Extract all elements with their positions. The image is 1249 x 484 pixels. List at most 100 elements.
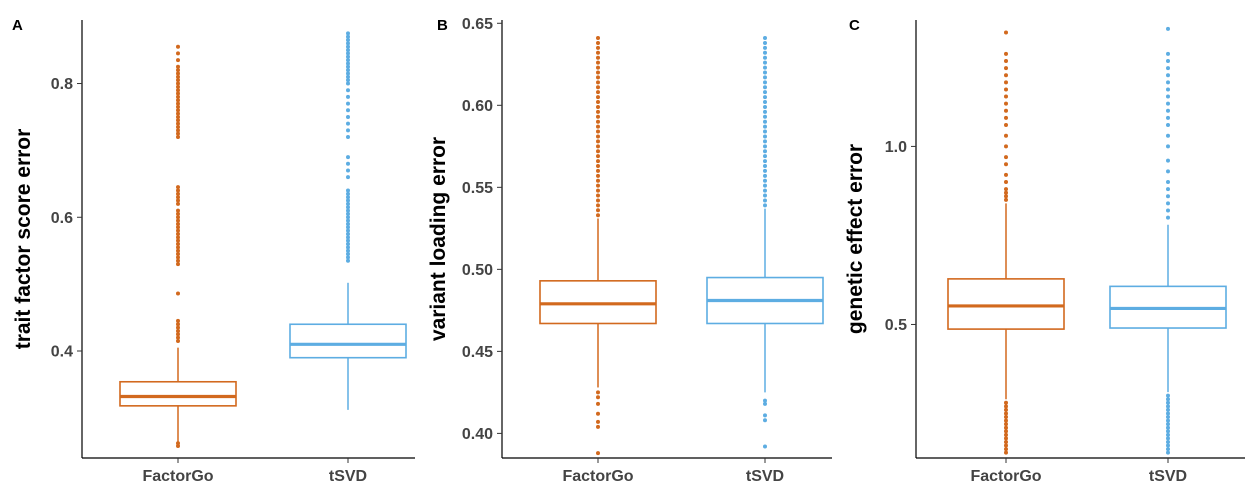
outlier-point xyxy=(176,101,180,106)
outlier-point xyxy=(763,413,767,418)
outlier-point xyxy=(596,60,600,65)
outlier-point xyxy=(763,124,767,129)
outlier-point xyxy=(596,451,600,456)
outlier-point xyxy=(1166,447,1170,452)
outlier-point xyxy=(346,44,350,49)
outlier-point xyxy=(763,159,767,164)
outlier-point xyxy=(1004,404,1008,409)
outlier-point xyxy=(596,114,600,119)
box-body xyxy=(947,278,1065,330)
outlier-point xyxy=(596,168,600,173)
outlier-point xyxy=(596,90,600,95)
outlier-point xyxy=(176,58,180,63)
outlier-point xyxy=(1004,436,1008,441)
outlier-point xyxy=(346,238,350,243)
outlier-point xyxy=(1166,194,1170,199)
outlier-point xyxy=(176,338,180,343)
outlier-point xyxy=(1004,411,1008,416)
outlier-point xyxy=(176,262,180,267)
outlier-point xyxy=(1166,397,1170,402)
outlier-point xyxy=(596,144,600,149)
outlier-point xyxy=(176,201,180,206)
outlier-point xyxy=(176,235,180,240)
outlier-point xyxy=(346,225,350,230)
outlier-point xyxy=(1166,58,1170,63)
panel-letter: B xyxy=(437,17,448,34)
outlier-point xyxy=(176,78,180,83)
outlier-point xyxy=(176,74,180,79)
outlier-point xyxy=(1004,115,1008,120)
outlier-point xyxy=(1004,30,1008,35)
outlier-point xyxy=(346,81,350,86)
outlier-point xyxy=(346,88,350,93)
box-tsvd xyxy=(289,31,407,410)
x-tick-label: FactorGo xyxy=(970,468,1041,484)
y-tick-label: 1.0 xyxy=(885,139,907,156)
outlier-point xyxy=(346,41,350,46)
outlier-point xyxy=(1004,58,1008,63)
outlier-point xyxy=(176,218,180,223)
outlier-point xyxy=(346,38,350,43)
outlier-point xyxy=(763,60,767,65)
outlier-point xyxy=(763,40,767,45)
outlier-point xyxy=(176,211,180,216)
outlier-point xyxy=(763,154,767,159)
outlier-point xyxy=(346,64,350,69)
outlier-point xyxy=(596,109,600,114)
outlier-point xyxy=(763,398,767,403)
x-tick-label: tSVD xyxy=(746,468,784,484)
outlier-point xyxy=(176,98,180,103)
outlier-point xyxy=(763,418,767,423)
outlier-point xyxy=(763,95,767,100)
outlier-point xyxy=(596,390,600,395)
outlier-point xyxy=(176,191,180,196)
y-tick-label: 0.55 xyxy=(462,180,493,197)
y-tick-label: 0.8 xyxy=(51,76,73,93)
outlier-point xyxy=(1166,144,1170,149)
box-tsvd xyxy=(1109,26,1227,455)
outlier-point xyxy=(346,128,350,133)
outlier-point xyxy=(1004,418,1008,423)
outlier-point xyxy=(1166,393,1170,398)
outlier-point xyxy=(346,231,350,236)
outlier-point xyxy=(763,50,767,55)
outlier-point xyxy=(596,119,600,124)
outlier-point xyxy=(763,144,767,149)
outlier-point xyxy=(596,419,600,424)
outlier-point xyxy=(346,121,350,126)
outlier-point xyxy=(596,164,600,168)
outlier-point xyxy=(763,100,767,105)
outlier-point xyxy=(176,94,180,99)
outlier-point xyxy=(1166,115,1170,120)
outlier-point xyxy=(1004,73,1008,78)
outlier-point xyxy=(596,183,600,188)
outlier-point xyxy=(176,221,180,226)
outlier-point xyxy=(346,252,350,257)
outlier-point xyxy=(176,258,180,263)
outlier-point xyxy=(346,198,350,203)
outlier-point xyxy=(346,255,350,260)
outlier-point xyxy=(763,104,767,109)
outlier-point xyxy=(763,90,767,95)
outlier-point xyxy=(176,135,180,140)
outlier-point xyxy=(176,252,180,257)
outlier-point xyxy=(1166,215,1170,220)
outlier-point xyxy=(1004,94,1008,99)
outlier-point xyxy=(346,71,350,76)
outlier-point xyxy=(346,215,350,220)
outlier-point xyxy=(596,95,600,100)
outlier-point xyxy=(346,155,350,160)
outlier-point xyxy=(176,131,180,136)
outlier-point xyxy=(176,71,180,76)
outlier-point xyxy=(596,100,600,105)
outlier-point xyxy=(596,75,600,80)
outlier-point xyxy=(1166,432,1170,437)
outlier-point xyxy=(763,444,767,449)
outlier-point xyxy=(596,173,600,178)
outlier-point xyxy=(1166,180,1170,185)
outlier-point xyxy=(176,443,180,448)
outlier-point xyxy=(346,31,350,36)
outlier-point xyxy=(596,178,600,183)
outlier-point xyxy=(346,68,350,73)
